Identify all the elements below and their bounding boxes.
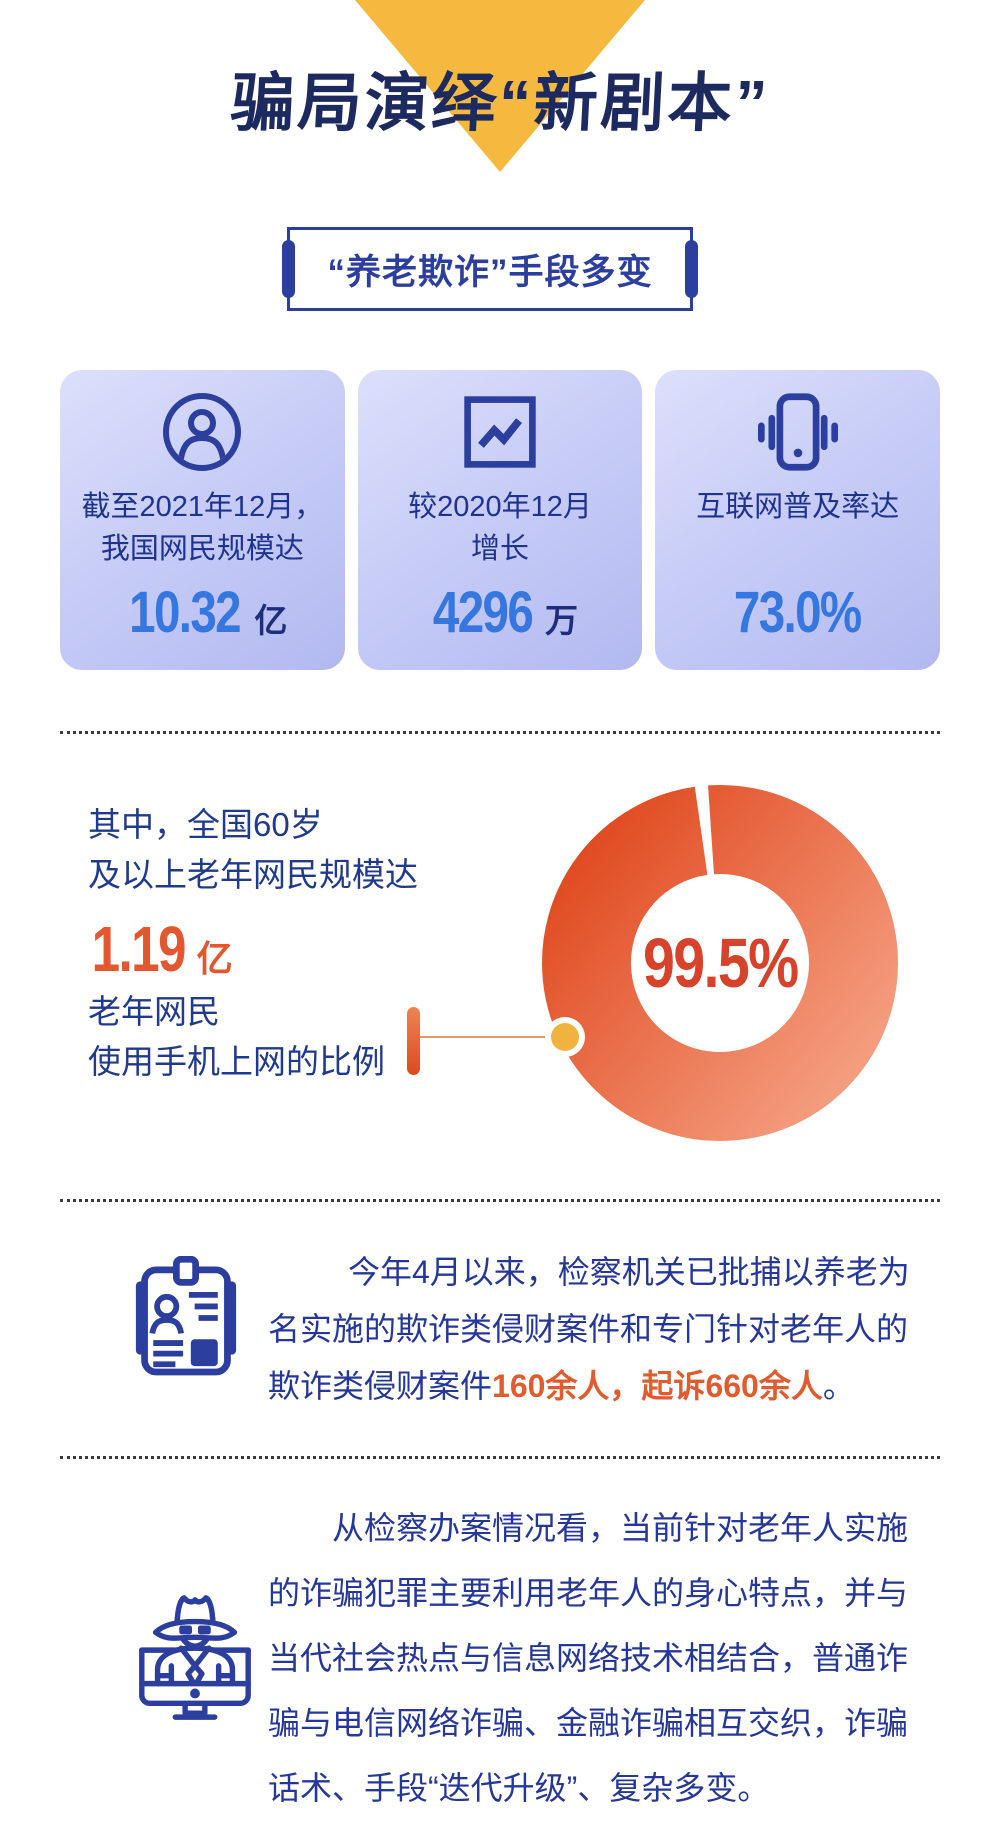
analysis-paragraph: 从检察办案情况看，当前针对老年人实施 的诈骗犯罪主要利用老年人的身心特点，并与 … bbox=[268, 1510, 909, 1806]
donut-chart bbox=[540, 783, 900, 1143]
stat-card-netizens: 截至2021年12月， 我国网民规模达 10.32 亿 bbox=[60, 370, 345, 670]
yellow-triangle-decoration bbox=[355, 0, 645, 172]
stat-value: 73.0% bbox=[655, 579, 940, 646]
id-card-icon bbox=[133, 1255, 239, 1385]
callout-connector-line bbox=[420, 1036, 554, 1038]
donut-center-label: 99.5% bbox=[642, 924, 799, 1002]
stat-card-penetration: 互联网普及率达 73.0% bbox=[655, 370, 941, 670]
trend-chart-icon bbox=[460, 386, 540, 478]
callout-dot bbox=[551, 1023, 579, 1051]
stat-card-growth: 较2020年12月 增长 4296 万 bbox=[357, 370, 643, 670]
phone-usage-label: 老年网民 使用手机上网的比例 bbox=[88, 993, 385, 1080]
badge-left-bar bbox=[282, 240, 295, 298]
section-badge: “养老欺诈”手段多变 bbox=[282, 227, 698, 311]
stat-value: 4296 万 bbox=[358, 579, 643, 646]
badge-right-bar bbox=[685, 240, 698, 298]
page-title: 骗局演绎“新剧本” bbox=[228, 67, 772, 139]
scammer-icon bbox=[128, 1583, 262, 1736]
stat-card-label: 互联网普及率达 bbox=[696, 491, 900, 523]
dotted-divider bbox=[60, 1456, 940, 1459]
stat-number: 10.32 bbox=[129, 580, 241, 645]
arrest-paragraph: 今年4月以来，检察机关已批捕以养老为 名实施的欺诈类侵财案件和专门针对老年人的 … bbox=[268, 1254, 910, 1404]
dotted-divider bbox=[60, 1199, 940, 1202]
prosecuted-count: 起诉660余人 bbox=[641, 1368, 823, 1404]
stat-unit: 万 bbox=[545, 602, 579, 639]
vibrating-phone-icon bbox=[750, 386, 846, 478]
dotted-divider bbox=[60, 731, 940, 734]
stat-unit: 亿 bbox=[254, 602, 288, 639]
orange-marker-bar bbox=[407, 1007, 420, 1075]
arrested-count: 160余人， bbox=[492, 1368, 642, 1404]
stat-number: 4296 bbox=[432, 580, 534, 645]
stat-cards-row: 截至2021年12月， 我国网民规模达 10.32 亿 较2020年12月 增长… bbox=[60, 370, 941, 670]
elderly-netizens-intro: 其中，全国60岁 及以上老年网民规模达 bbox=[88, 806, 418, 893]
stat-value: 10.32 亿 bbox=[60, 579, 345, 646]
stat-number: 1.19 bbox=[91, 913, 187, 985]
badge-label: “养老欺诈”手段多变 bbox=[327, 252, 653, 292]
elderly-netizens-value: 1.19 亿 bbox=[80, 912, 233, 986]
stat-card-label: 较2020年12月 增长 bbox=[408, 491, 592, 565]
user-circle-icon bbox=[160, 386, 244, 478]
stat-card-label: 截至2021年12月， 我国网民规模达 bbox=[81, 491, 324, 565]
stat-number: 73.0% bbox=[734, 580, 862, 645]
stat-unit: 亿 bbox=[196, 938, 233, 979]
